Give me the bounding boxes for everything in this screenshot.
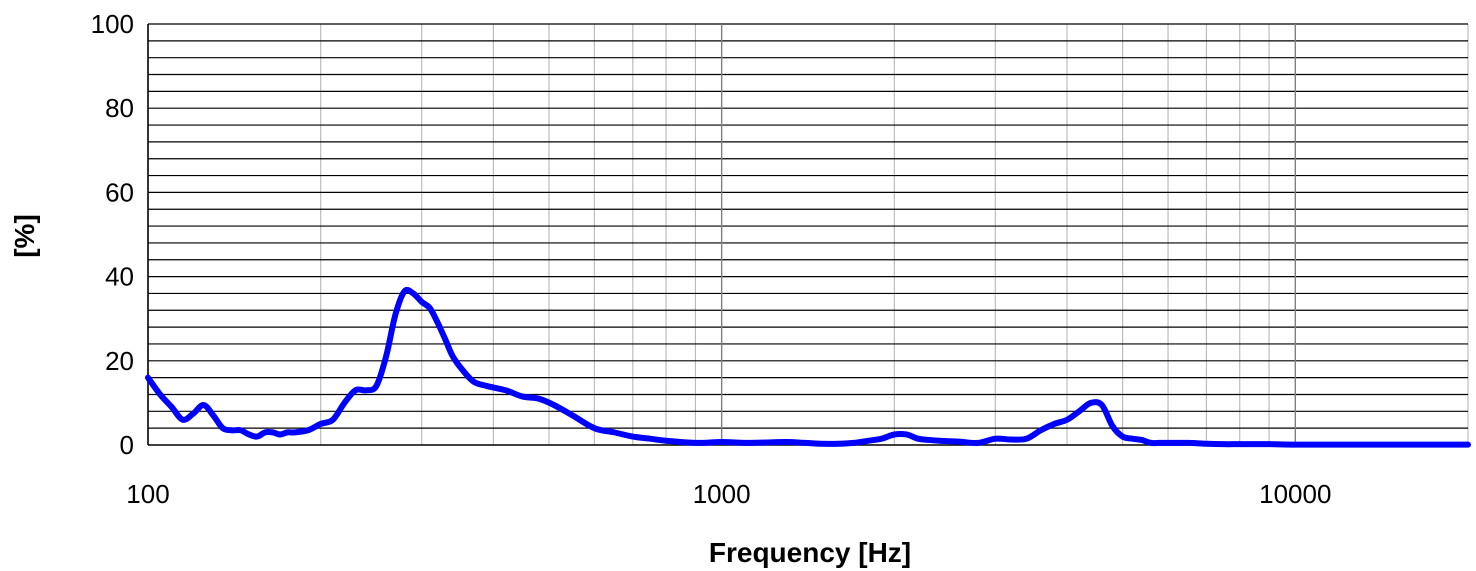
x-tick-label: 100	[126, 479, 169, 509]
x-major-gridlines	[720, 24, 1297, 445]
y-tick-labels: 0 20 40 60 80 100	[91, 9, 134, 460]
y-tick-label: 80	[105, 93, 134, 123]
y-axis-title: [%]	[9, 214, 40, 258]
series-line	[145, 286, 1471, 448]
x-tick-label: 1000	[693, 479, 751, 509]
x-axis-title: Frequency [Hz]	[709, 537, 911, 568]
y-gridlines	[148, 23, 1468, 429]
y-tick-label: 20	[105, 346, 134, 376]
x-tick-label: 10000	[1259, 479, 1331, 509]
x-minor-gridlines	[320, 24, 1469, 445]
y-tick-label: 40	[105, 262, 134, 292]
y-tick-label: 0	[120, 430, 134, 460]
series-group	[145, 286, 1471, 448]
x-tick-labels: 100 1000 10000	[126, 479, 1331, 509]
y-tick-label: 100	[91, 9, 134, 39]
y-tick-label: 60	[105, 177, 134, 207]
